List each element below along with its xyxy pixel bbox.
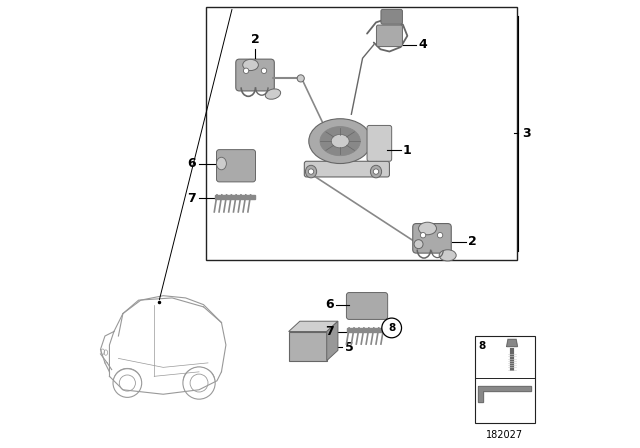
FancyBboxPatch shape — [305, 161, 389, 177]
Circle shape — [373, 169, 379, 174]
Text: 5: 5 — [344, 340, 353, 354]
Polygon shape — [347, 328, 387, 332]
Bar — [289, 332, 327, 361]
Text: 4: 4 — [419, 38, 428, 52]
FancyBboxPatch shape — [346, 293, 388, 319]
Circle shape — [183, 367, 215, 399]
Ellipse shape — [243, 59, 259, 71]
Text: 8: 8 — [478, 341, 485, 352]
Circle shape — [414, 240, 423, 249]
Ellipse shape — [419, 222, 436, 235]
Ellipse shape — [439, 250, 456, 261]
Ellipse shape — [320, 127, 360, 156]
FancyBboxPatch shape — [376, 25, 403, 47]
Circle shape — [437, 233, 443, 238]
Circle shape — [119, 375, 136, 391]
Text: 2: 2 — [251, 33, 259, 46]
Ellipse shape — [266, 89, 280, 99]
FancyBboxPatch shape — [216, 150, 255, 182]
Ellipse shape — [305, 165, 317, 178]
Polygon shape — [478, 386, 531, 402]
Circle shape — [243, 68, 249, 73]
Circle shape — [113, 369, 141, 397]
Text: 7: 7 — [187, 192, 196, 205]
Ellipse shape — [216, 157, 227, 170]
FancyBboxPatch shape — [413, 224, 451, 253]
Text: 6: 6 — [325, 298, 333, 311]
FancyBboxPatch shape — [367, 125, 392, 161]
Circle shape — [297, 75, 305, 82]
FancyBboxPatch shape — [236, 59, 275, 91]
Text: 3: 3 — [522, 127, 531, 140]
Ellipse shape — [308, 119, 371, 164]
Polygon shape — [327, 321, 338, 361]
Circle shape — [308, 169, 314, 174]
Bar — [206, 7, 517, 260]
Circle shape — [382, 318, 401, 338]
Text: 7: 7 — [324, 325, 333, 338]
Circle shape — [332, 146, 340, 155]
FancyBboxPatch shape — [381, 9, 403, 24]
Circle shape — [261, 68, 267, 73]
Polygon shape — [289, 321, 338, 332]
Text: 1: 1 — [403, 143, 412, 157]
Polygon shape — [507, 340, 517, 347]
Ellipse shape — [371, 165, 381, 178]
Text: 8: 8 — [388, 323, 396, 333]
Circle shape — [420, 233, 426, 238]
Text: 182027: 182027 — [486, 430, 524, 439]
Circle shape — [190, 374, 208, 392]
Ellipse shape — [332, 134, 349, 148]
Bar — [475, 336, 535, 423]
Text: 2: 2 — [468, 235, 477, 249]
Text: 6: 6 — [188, 157, 196, 170]
Polygon shape — [215, 195, 255, 199]
